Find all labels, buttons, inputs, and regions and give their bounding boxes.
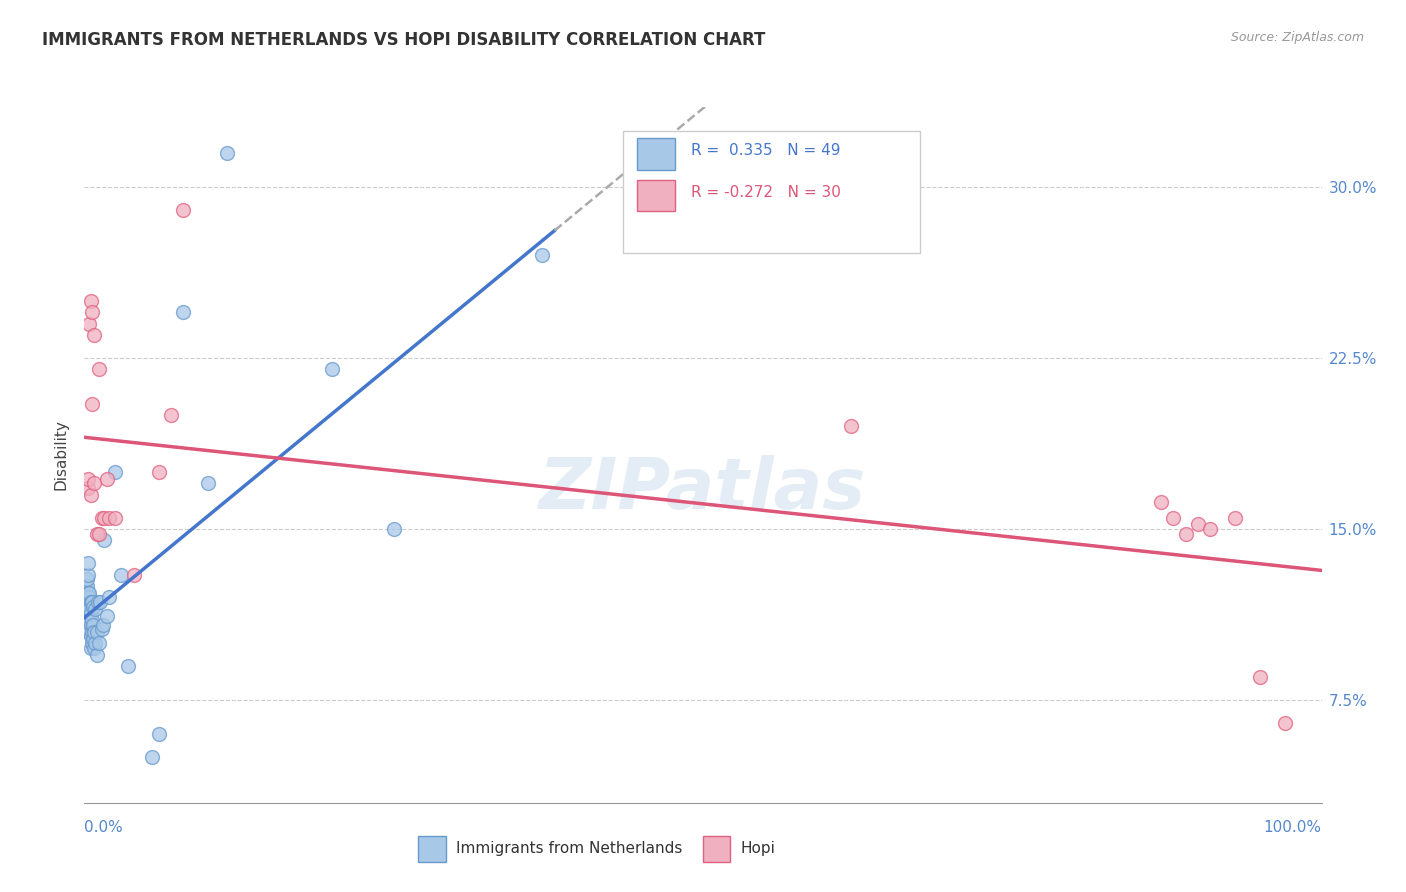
Point xyxy=(79,613,101,627)
Point xyxy=(79,586,101,600)
Point xyxy=(84,636,107,650)
Point xyxy=(172,305,194,319)
Point xyxy=(77,472,100,486)
Point xyxy=(89,362,111,376)
Text: Immigrants from Netherlands: Immigrants from Netherlands xyxy=(456,841,682,856)
Point xyxy=(79,607,101,621)
Point xyxy=(172,202,194,217)
Point xyxy=(86,526,108,541)
Bar xyxy=(703,836,730,862)
Point xyxy=(77,567,100,582)
Point xyxy=(531,248,554,262)
Point xyxy=(93,510,115,524)
Point xyxy=(80,305,103,319)
Point xyxy=(382,522,405,536)
Bar xyxy=(623,131,920,253)
Point xyxy=(321,362,343,376)
Point xyxy=(77,586,100,600)
Point xyxy=(104,510,127,524)
Point xyxy=(93,533,115,548)
Text: Source: ZipAtlas.com: Source: ZipAtlas.com xyxy=(1230,31,1364,45)
Point xyxy=(82,599,104,614)
Point xyxy=(79,591,101,605)
Point xyxy=(77,608,100,623)
Point xyxy=(79,629,101,643)
Point xyxy=(77,595,100,609)
Point xyxy=(83,640,105,655)
Point xyxy=(98,510,121,524)
Point xyxy=(89,636,111,650)
Point xyxy=(148,465,170,479)
Point xyxy=(80,396,103,410)
Point xyxy=(79,293,101,308)
Point xyxy=(96,472,118,486)
Point xyxy=(80,636,103,650)
Point xyxy=(89,526,111,541)
Point xyxy=(1249,670,1271,684)
Point xyxy=(1274,715,1296,730)
Point xyxy=(148,727,170,741)
Point xyxy=(80,595,103,609)
Point xyxy=(79,488,101,502)
Point xyxy=(87,595,110,609)
Text: ZIPatlas: ZIPatlas xyxy=(540,455,866,524)
Bar xyxy=(419,836,446,862)
Point xyxy=(77,481,100,495)
Bar xyxy=(637,138,675,169)
Point xyxy=(1199,522,1222,536)
Point xyxy=(79,317,101,331)
Point xyxy=(141,750,163,764)
Point xyxy=(79,602,101,616)
Point xyxy=(122,567,145,582)
Point xyxy=(83,328,105,343)
Point xyxy=(80,624,103,639)
Point xyxy=(1223,510,1246,524)
Y-axis label: Disability: Disability xyxy=(53,419,69,491)
Point xyxy=(1161,510,1184,524)
Point xyxy=(90,623,112,637)
Bar xyxy=(637,180,675,211)
Point xyxy=(91,618,114,632)
Point xyxy=(82,632,104,646)
Point xyxy=(117,659,139,673)
Point xyxy=(79,595,101,609)
Point xyxy=(83,624,105,639)
Point xyxy=(1187,517,1209,532)
Text: 100.0%: 100.0% xyxy=(1264,821,1322,835)
Point xyxy=(79,624,101,639)
Point xyxy=(98,591,121,605)
Point xyxy=(82,618,104,632)
Point xyxy=(80,613,103,627)
Point xyxy=(86,648,108,662)
Point xyxy=(197,476,219,491)
Point xyxy=(110,567,132,582)
Point xyxy=(79,618,101,632)
Point xyxy=(1174,526,1197,541)
Point xyxy=(1150,494,1173,508)
Point xyxy=(104,465,127,479)
Text: R =  0.335   N = 49: R = 0.335 N = 49 xyxy=(690,144,841,159)
Point xyxy=(83,476,105,491)
Text: 0.0%: 0.0% xyxy=(84,821,124,835)
Point xyxy=(96,608,118,623)
Point xyxy=(841,419,863,434)
Point xyxy=(76,572,98,586)
Point xyxy=(215,145,238,160)
Point xyxy=(84,602,107,616)
Text: R = -0.272   N = 30: R = -0.272 N = 30 xyxy=(690,186,841,200)
Point xyxy=(77,556,100,570)
Text: Hopi: Hopi xyxy=(740,841,775,856)
Point xyxy=(90,510,112,524)
Point xyxy=(89,595,111,609)
Point xyxy=(76,579,98,593)
Text: IMMIGRANTS FROM NETHERLANDS VS HOPI DISABILITY CORRELATION CHART: IMMIGRANTS FROM NETHERLANDS VS HOPI DISA… xyxy=(42,31,765,49)
Point xyxy=(86,624,108,639)
Point xyxy=(79,640,101,655)
Point xyxy=(160,408,183,422)
